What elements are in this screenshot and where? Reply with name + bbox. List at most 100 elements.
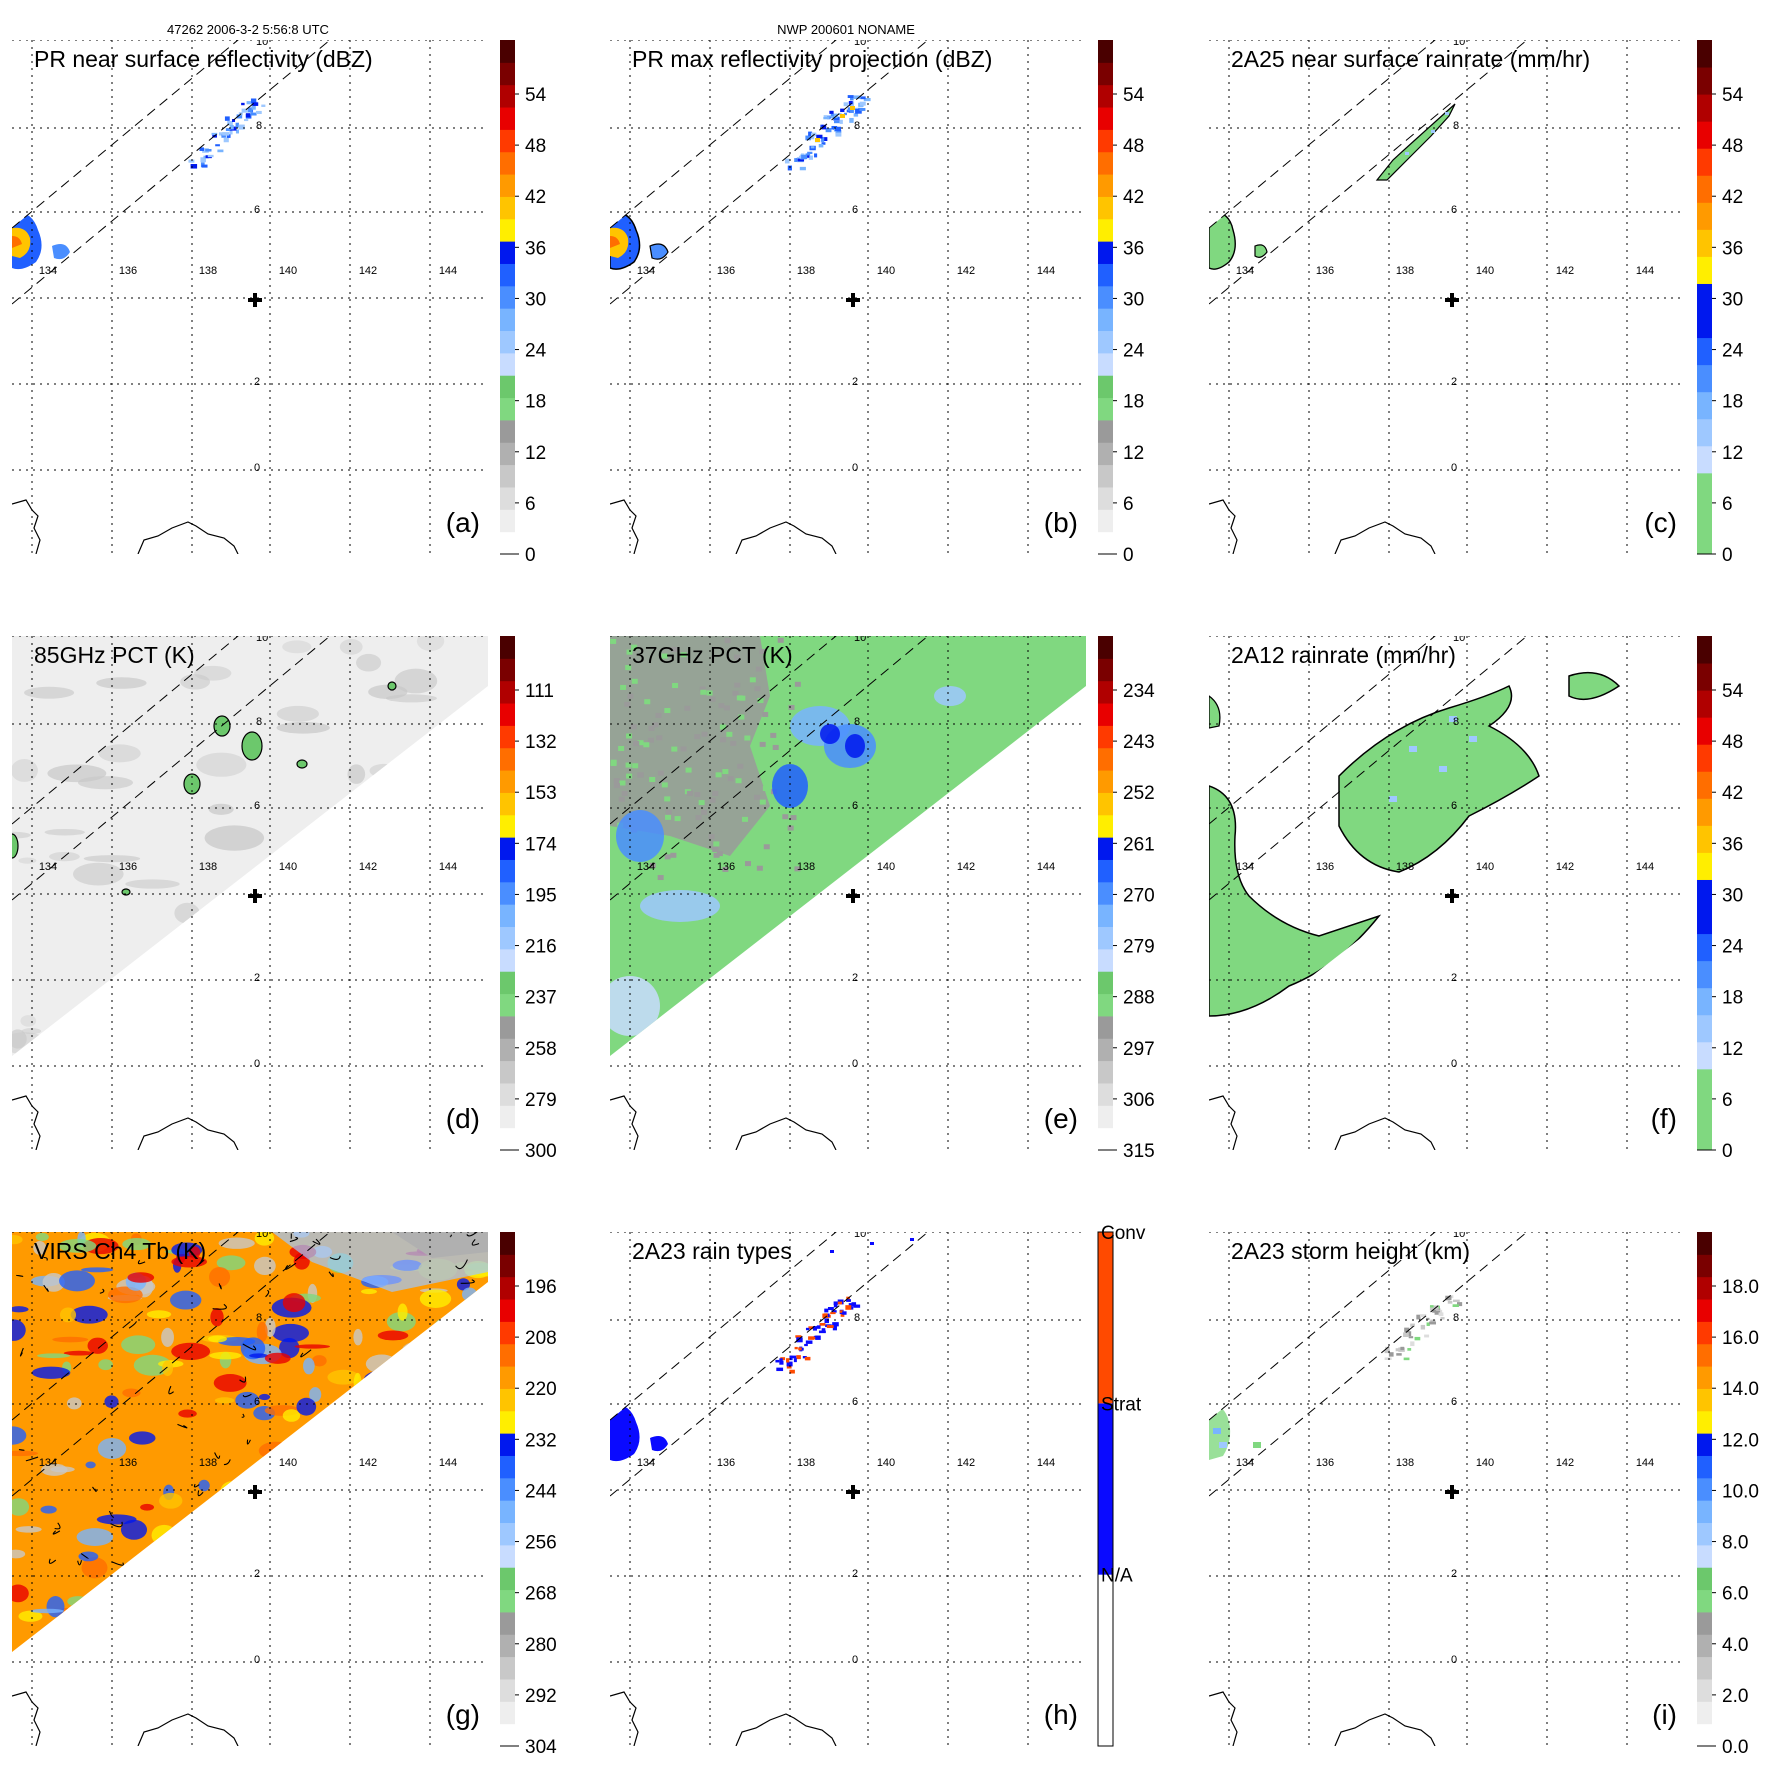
lon-label: 134 [1236,861,1254,873]
lon-label: 142 [1556,861,1574,873]
grid-labels: 134 136 138 140 142 144 10 8 6 2 0 [637,1228,1055,1666]
colorbar-tick: 6 [1123,494,1134,515]
center-cross-icon [846,293,860,307]
lon-label: 138 [199,1457,217,1469]
colorbar-tick: 48 [525,136,546,157]
colorbar-tick: 216 [525,937,557,958]
lat-label: 6 [254,1396,260,1408]
lon-label: 140 [877,265,895,277]
colorbar-tick: 12 [1722,443,1743,464]
panel-title: 2A12 rainrate (mm/hr) [1231,642,1456,668]
colorbar: 54 48 42 36 30 24 18 12 6 0 [1697,40,1744,566]
lon-label: 144 [1037,265,1055,277]
colorbar-tick: 0 [1123,545,1134,566]
coastline [1209,1691,1436,1746]
data-field [12,636,488,1056]
lon-label: 142 [359,861,377,873]
lat-label: 10 [854,1228,866,1240]
data-field [1209,103,1456,270]
lon-label: 134 [39,265,57,277]
colorbar-tick: 220 [525,1379,557,1400]
panel-title: VIRS Ch4 Tb (K) [34,1238,206,1264]
panel-title: 85GHz PCT (K) [34,642,195,668]
grid-labels: 134 136 138 140 142 144 10 8 6 2 0 [39,40,457,474]
lon-label: 144 [1037,1457,1055,1469]
colorbar-tick: 24 [1123,341,1145,362]
colorbar-tick: 54 [1722,85,1744,106]
colorbar-tick: 42 [525,187,546,208]
panel-title: 2A23 rain types [632,1238,792,1264]
lon-label: 136 [1316,265,1334,277]
lat-label: 10 [256,1228,268,1240]
panel-title: 2A25 near surface rainrate (mm/hr) [1231,46,1590,72]
lon-label: 138 [797,861,815,873]
center-cross-icon [248,889,262,903]
colorbar-tick: 6 [1722,494,1733,515]
data-field [12,98,266,270]
lat-label: 8 [1453,1312,1459,1324]
lon-label: 138 [1396,265,1414,277]
colorbar-tick: 48 [1722,136,1743,157]
colorbar-tick: 54 [525,85,547,106]
colorbar-tick: 270 [1123,885,1155,906]
lon-label: 140 [279,1457,297,1469]
lat-label: 10 [256,632,268,644]
panel-f: 134 136 138 140 142 144 10 8 6 2 0 2A12 rainrate (m… [1209,636,1744,1162]
colorbar-tick: 304 [525,1737,557,1758]
center-cross-icon [1445,1485,1459,1499]
colorbar: 54 48 42 36 30 24 18 12 6 0 [1697,636,1744,1162]
colorbar: 54 48 42 36 30 24 18 12 6 0 [1098,40,1145,566]
pr-swath-edges [1209,636,1528,901]
colorbar-tick: 30 [1722,885,1743,906]
lat-lon-grid [610,40,1086,554]
lat-lon-grid [610,1232,1086,1746]
panel-label: (d) [446,1103,480,1134]
lon-label: 142 [957,861,975,873]
lon-label: 138 [797,1457,815,1469]
coastline [12,499,239,554]
panel-d: 134 136 138 140 142 144 10 8 6 2 0 85GHz PCT (K) (d)… [12,632,557,1162]
lat-label: 10 [854,36,866,48]
lon-label: 142 [957,1457,975,1469]
lon-label: 136 [119,861,137,873]
colorbar-tick: 252 [1123,783,1155,804]
lon-label: 144 [1636,861,1654,873]
pr-swath-edges [610,1232,929,1497]
panel-label: (f) [1651,1103,1677,1134]
lon-label: 142 [359,1457,377,1469]
colorbar-tick: 297 [1123,1039,1155,1060]
colorbar-tick: 54 [1123,85,1145,106]
lon-label: 136 [119,1457,137,1469]
lon-label: 136 [1316,1457,1334,1469]
lon-label: 134 [637,861,655,873]
center-cross-icon [248,1485,262,1499]
coastline [12,1691,239,1746]
colorbar-tick: 0 [1722,545,1733,566]
colorbar-tick: 292 [525,1686,557,1707]
map-area: 134 136 138 140 142 144 10 8 6 2 0 2A23 rain types (… [610,1228,1086,1746]
colorbar-tick: 12 [1123,443,1144,464]
colorbar: 111 132 153 174 195 216 237 258 279 300 [500,636,557,1162]
pr-swath-edges [12,40,331,305]
colorbar-tick: 16.0 [1722,1328,1759,1349]
lat-label: 0 [254,1654,260,1666]
lon-label: 142 [1556,265,1574,277]
colorbar-tick: 174 [525,834,557,855]
pr-swath-edges [1209,1232,1528,1497]
panel-b: 134 136 138 140 142 144 10 8 6 2 0 PR max reflectiv… [610,36,1145,566]
colorbar-tick: 36 [1123,238,1144,259]
lat-label: 8 [1453,120,1459,132]
colorbar-tick: 48 [1722,732,1743,753]
colorbar-tick: 0.0 [1722,1737,1748,1758]
lat-label: 2 [1451,376,1457,388]
grid-labels: 134 136 138 140 142 144 10 8 6 2 0 [39,632,457,1070]
colorbar-tick: 153 [525,783,557,804]
grid-labels: 134 136 138 140 142 144 10 8 6 2 0 [637,36,1055,474]
panel-a: 134 136 138 140 142 144 10 8 6 2 0 PR near surface … [12,40,547,566]
colorbar-tick: 0 [1722,1141,1733,1162]
colorbar-tick: 6 [1722,1090,1733,1111]
coastline [1209,1095,1436,1150]
lon-label: 136 [717,1457,735,1469]
colorbar-tick: 244 [525,1481,557,1502]
colorbar-tick: 288 [1123,988,1155,1009]
